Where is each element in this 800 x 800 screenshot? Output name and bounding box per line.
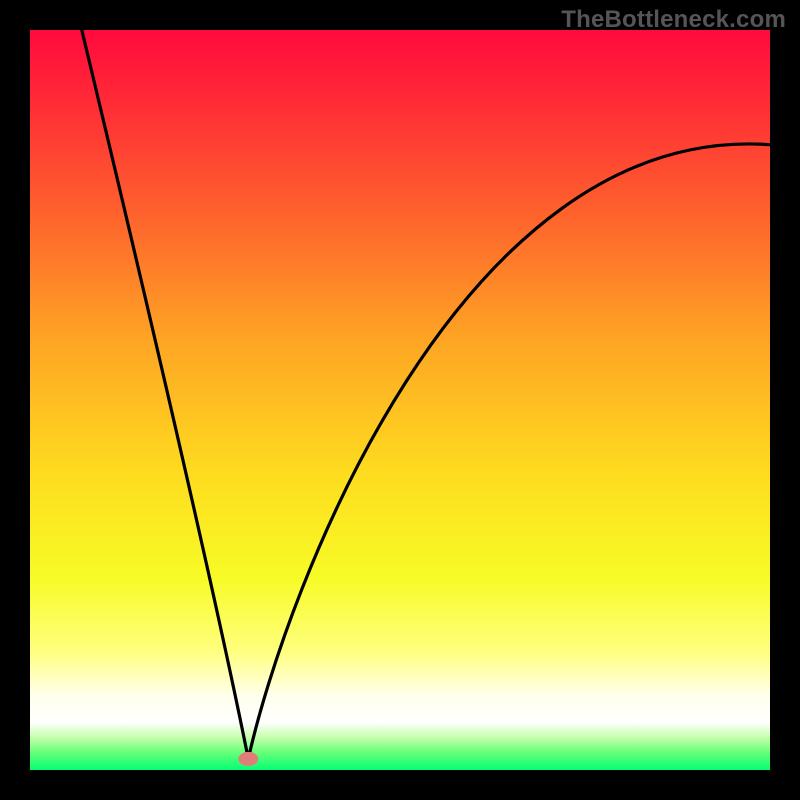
gradient-background [30, 30, 770, 770]
optimal-marker [238, 752, 258, 766]
plot-area [30, 30, 770, 770]
chart-frame: TheBottleneck.com [0, 0, 800, 800]
watermark-text: TheBottleneck.com [561, 6, 786, 34]
